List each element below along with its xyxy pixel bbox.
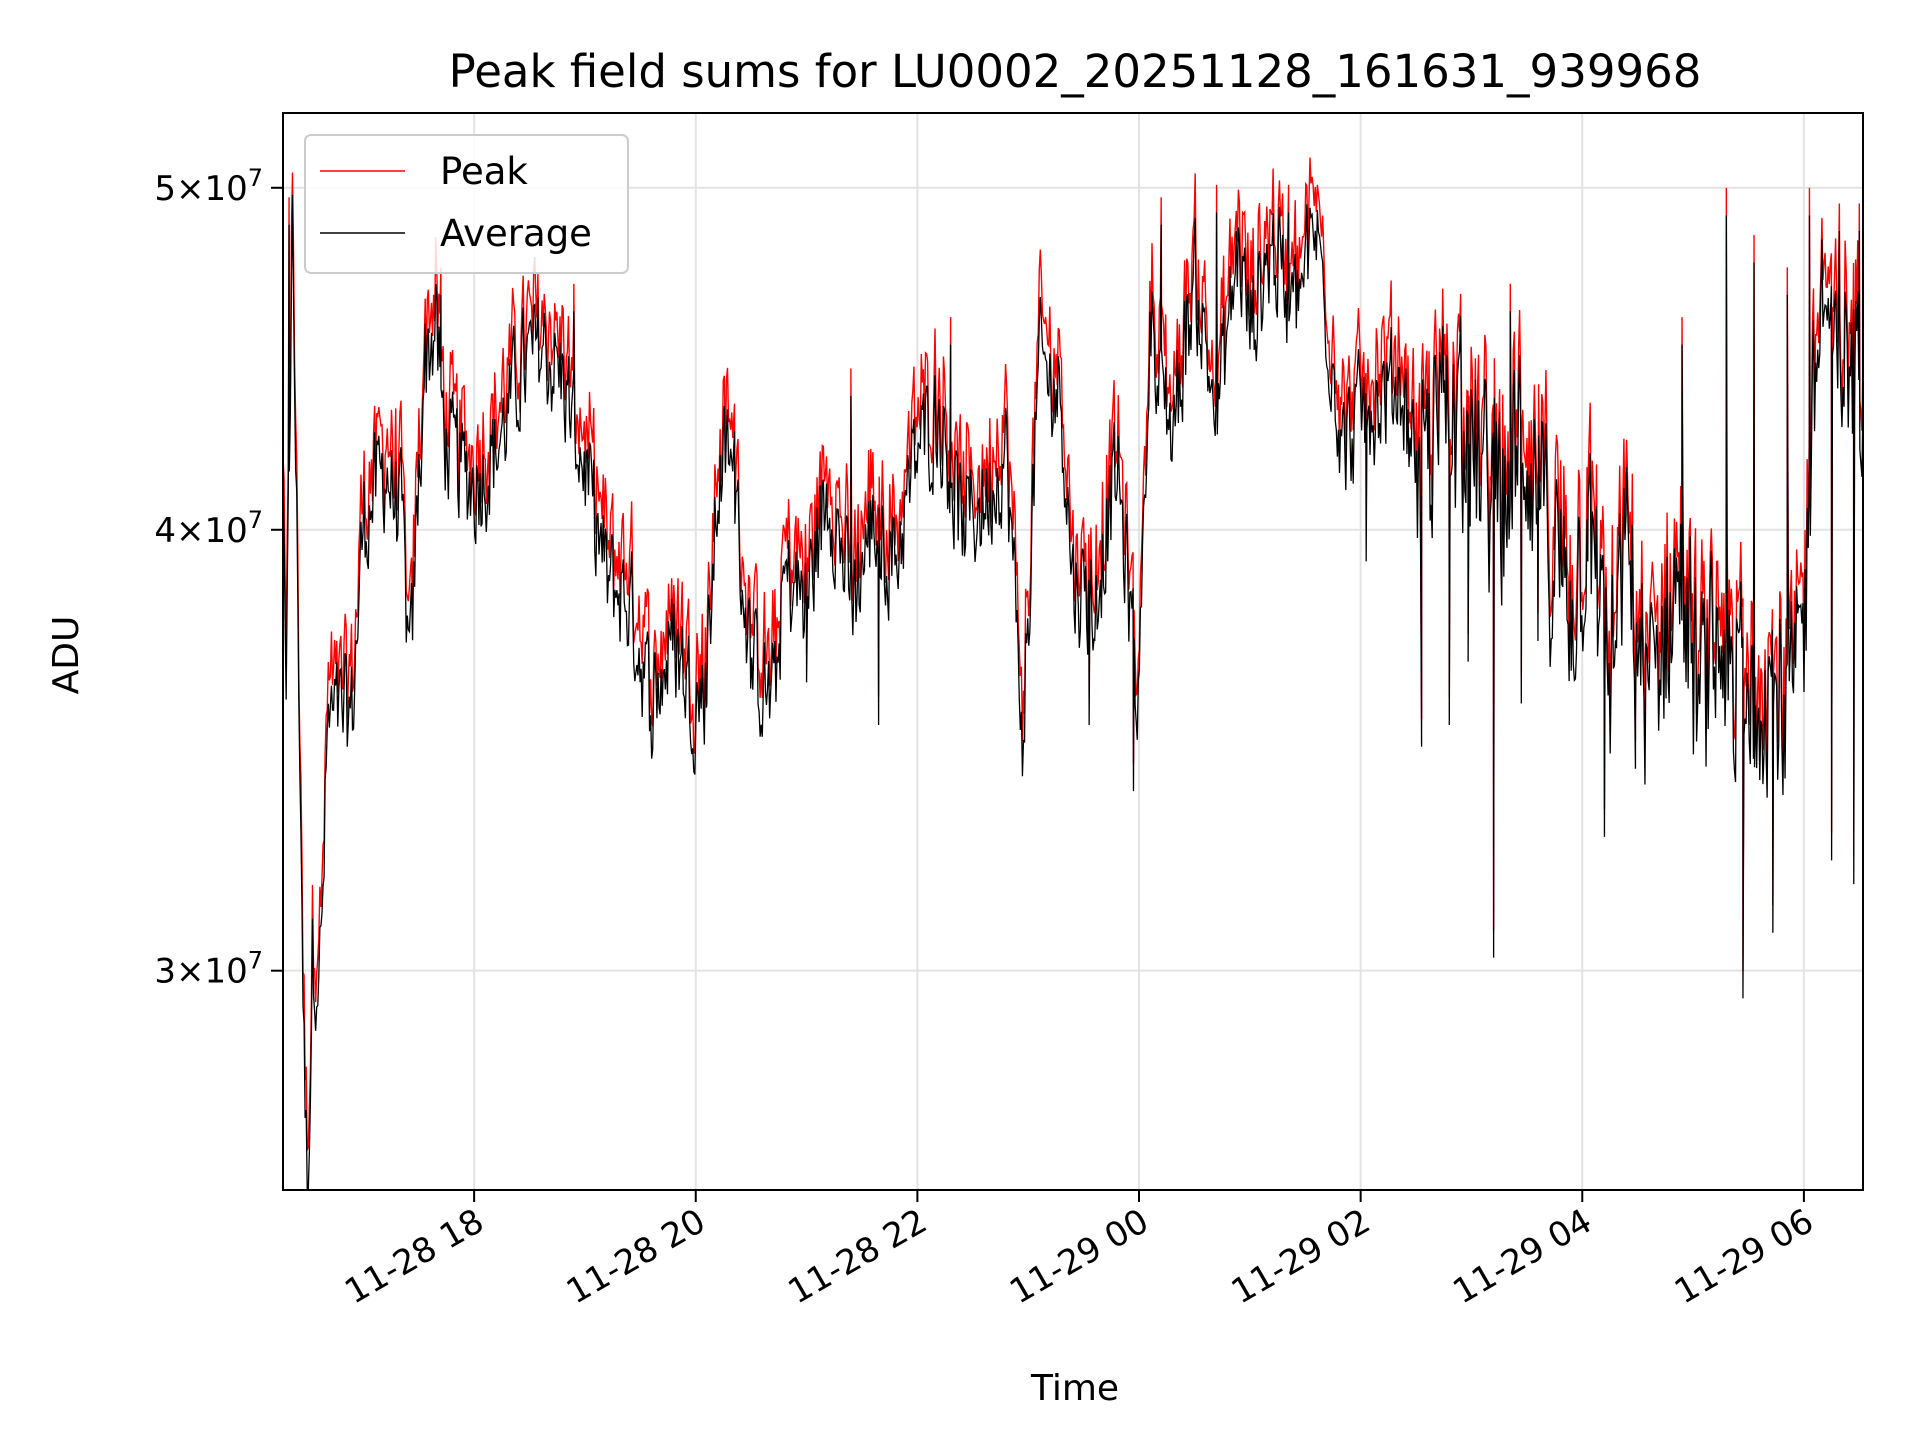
x-tick-label: 11-28 20 [560,1201,712,1312]
y-axis-label: ADU [46,616,87,695]
chart-title: Peak field sums for LU0002_20251128_1616… [449,45,1702,98]
x-axis-label: Time [1030,1368,1119,1409]
legend-frame [304,134,629,274]
plot-frame [282,112,1864,1191]
grid-layer [283,113,1863,1190]
x-tick-label: 11-29 02 [1225,1201,1377,1312]
series-layer [283,157,1863,1190]
x-tick-label: 11-28 22 [781,1201,933,1312]
x-axis: 11-28 18 11-28 20 11-28 22 11-29 00 11-29 02… [338,1190,1820,1312]
series-line-average [283,194,1863,1190]
x-tick-label: 11-29 06 [1668,1201,1820,1312]
series-line-peak [283,157,1863,1151]
legend: Peak Average [304,134,629,274]
y-tick-label: 4×107 [154,506,263,551]
legend-label-peak: Peak [440,150,528,193]
y-tick-label: 5×107 [154,164,263,209]
x-tick-label: 11-29 00 [1003,1201,1155,1312]
x-tick-label: 11-28 18 [338,1201,490,1312]
x-tick-label: 11-29 04 [1446,1201,1598,1312]
y-axis: 3×107 4×107 5×107 [154,164,283,992]
y-tick-label: 3×107 [154,947,263,992]
legend-label-average: Average [440,212,592,255]
